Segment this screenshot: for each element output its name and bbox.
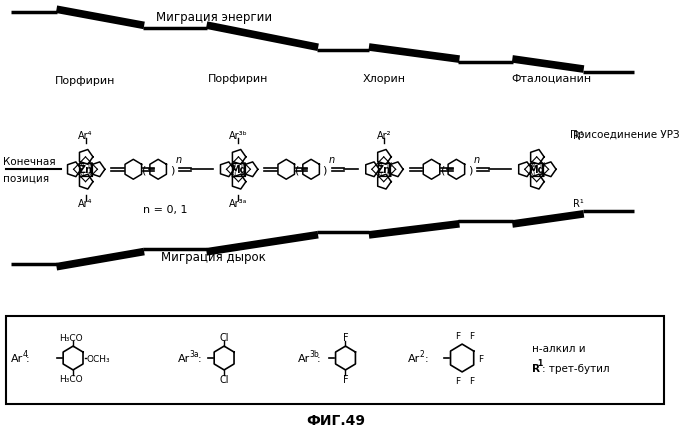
Text: F: F	[455, 331, 460, 340]
Text: Конечная: Конечная	[4, 157, 56, 167]
Text: Ar: Ar	[11, 353, 23, 363]
Polygon shape	[57, 7, 144, 29]
Text: Mg: Mg	[230, 165, 247, 175]
Text: N: N	[241, 172, 246, 178]
Text: Порфирин: Порфирин	[55, 76, 116, 86]
Text: Миграция энергии: Миграция энергии	[155, 11, 272, 24]
Text: N: N	[386, 162, 391, 168]
Text: N: N	[376, 162, 382, 168]
Text: Ar³ᵇ: Ar³ᵇ	[229, 131, 248, 141]
Text: N: N	[529, 162, 534, 168]
Text: N: N	[78, 172, 83, 178]
Text: F: F	[478, 354, 484, 362]
Polygon shape	[207, 232, 318, 255]
Text: :: :	[197, 353, 201, 363]
Text: F: F	[455, 377, 460, 385]
Text: Миграция дырок: Миграция дырок	[161, 251, 266, 264]
Polygon shape	[207, 23, 318, 51]
Text: n: n	[328, 155, 335, 165]
Text: Ar: Ar	[298, 353, 310, 363]
Text: 1: 1	[538, 359, 543, 368]
Text: H₃CO: H₃CO	[60, 333, 83, 342]
Text: позиция: позиция	[4, 173, 50, 183]
Polygon shape	[370, 45, 459, 63]
Polygon shape	[370, 221, 459, 238]
Text: Zn: Zn	[78, 165, 92, 175]
Text: (: (	[440, 165, 445, 175]
Text: Cl: Cl	[219, 332, 229, 342]
Text: n: n	[474, 155, 480, 165]
Text: н-алкил и: н-алкил и	[532, 343, 585, 353]
Text: R: R	[532, 363, 540, 373]
Text: N: N	[88, 162, 93, 168]
Text: :: :	[317, 353, 321, 363]
Text: N: N	[88, 172, 93, 178]
Text: Фталоцианин: Фталоцианин	[511, 74, 591, 84]
Text: : трет-бутил: : трет-бутил	[542, 363, 610, 373]
Text: 2: 2	[419, 349, 424, 358]
Text: N: N	[539, 162, 545, 168]
Text: :: :	[26, 353, 30, 363]
Text: Порфирин: Порфирин	[209, 74, 269, 84]
Text: Присоединение УРЗ: Присоединение УРЗ	[570, 130, 680, 140]
Text: N: N	[539, 172, 545, 178]
Text: R¹: R¹	[573, 131, 584, 141]
Text: n = 0, 1: n = 0, 1	[143, 205, 188, 215]
Text: Ar: Ar	[407, 353, 420, 363]
Text: Ar⁴: Ar⁴	[78, 131, 93, 141]
Polygon shape	[513, 212, 583, 227]
Text: 3b: 3b	[309, 349, 319, 358]
Text: 4: 4	[22, 349, 28, 358]
Text: N: N	[376, 172, 382, 178]
Text: R¹: R¹	[573, 199, 584, 209]
Text: OCH₃: OCH₃	[87, 354, 110, 362]
Text: F: F	[469, 377, 474, 385]
Text: H₃CO: H₃CO	[60, 375, 83, 384]
Text: ФИГ.49: ФИГ.49	[307, 413, 365, 427]
Text: Mg: Mg	[528, 165, 545, 175]
Text: Zn: Zn	[377, 165, 391, 175]
Text: Ar²: Ar²	[377, 131, 391, 141]
Text: F: F	[343, 332, 349, 342]
Text: n: n	[176, 155, 181, 165]
Text: F: F	[343, 374, 349, 384]
Polygon shape	[57, 249, 144, 270]
Text: Cl: Cl	[219, 374, 229, 384]
Text: N: N	[386, 172, 391, 178]
Text: (: (	[295, 165, 300, 175]
Text: 3a: 3a	[190, 349, 200, 358]
Text: ): )	[169, 165, 174, 175]
Text: (: (	[142, 165, 147, 175]
Bar	[6, 316, 664, 404]
Text: N: N	[529, 172, 534, 178]
Text: Хлорин: Хлорин	[362, 74, 405, 84]
Polygon shape	[513, 57, 583, 73]
Text: ): )	[323, 165, 327, 175]
Text: Ar³ᵃ: Ar³ᵃ	[230, 199, 248, 209]
Text: N: N	[231, 172, 236, 178]
Text: N: N	[241, 162, 246, 168]
Text: :: :	[425, 353, 428, 363]
Text: N: N	[78, 162, 83, 168]
Text: ): )	[468, 165, 472, 175]
Text: Ar⁴: Ar⁴	[78, 199, 93, 209]
Text: N: N	[231, 162, 236, 168]
Text: Ar: Ar	[178, 353, 190, 363]
Text: F: F	[469, 331, 474, 340]
